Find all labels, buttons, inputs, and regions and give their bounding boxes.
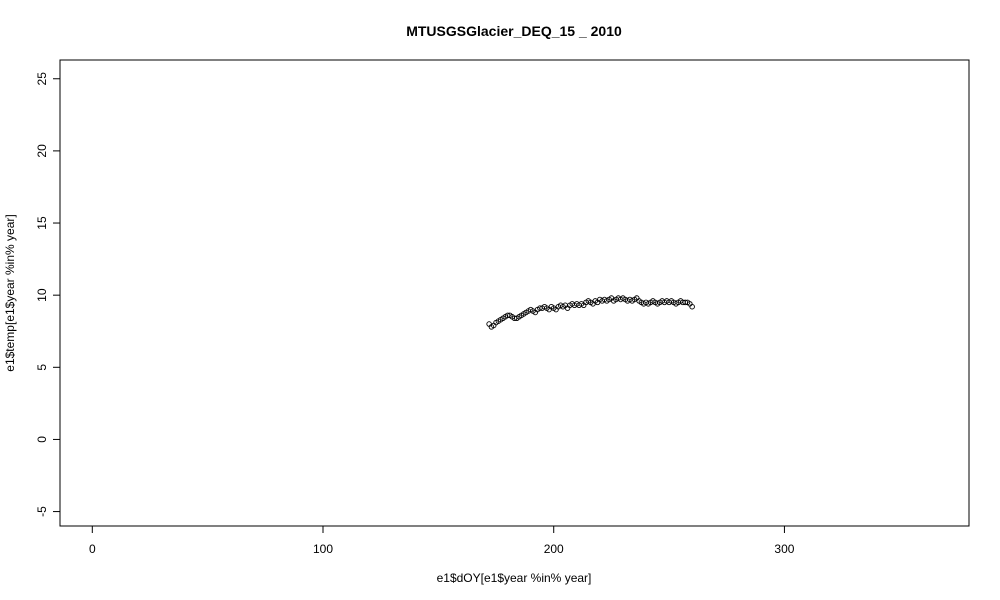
data-points: [486, 295, 695, 330]
y-tick-label: 15: [35, 216, 49, 230]
y-tick-label: 25: [35, 72, 49, 86]
y-axis: -5 0 5 10 15 20 25: [35, 72, 61, 517]
y-tick-label: -5: [35, 506, 49, 517]
x-axis: 0 100 200 300: [89, 525, 795, 556]
x-tick-label: 0: [89, 542, 96, 556]
y-axis-label: e1$temp[e1$year %in% year]: [3, 214, 17, 371]
chart-title: MTUSGSGlacier_DEQ_15 _ 2010: [406, 23, 622, 39]
x-tick-label: 200: [544, 542, 564, 556]
y-tick-label: 5: [35, 364, 49, 371]
y-tick-label: 0: [35, 436, 49, 443]
x-tick-label: 100: [313, 542, 333, 556]
data-point: [689, 303, 695, 310]
x-tick-label: 300: [774, 542, 794, 556]
y-tick-label: 20: [35, 144, 49, 158]
x-axis-label: e1$dOY[e1$year %in% year]: [437, 571, 592, 585]
y-tick-label: 10: [35, 288, 49, 302]
